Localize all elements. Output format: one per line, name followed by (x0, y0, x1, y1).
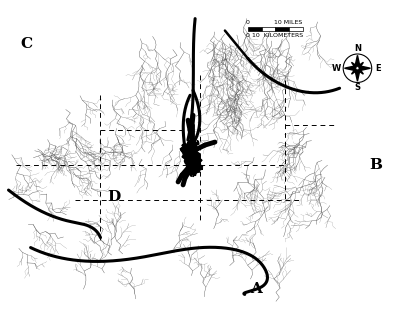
Polygon shape (356, 67, 364, 74)
Text: A: A (250, 282, 262, 296)
Polygon shape (355, 68, 360, 81)
Polygon shape (180, 140, 203, 177)
Circle shape (356, 67, 359, 70)
Polygon shape (352, 62, 358, 69)
Text: 10 MILES: 10 MILES (274, 20, 303, 25)
Polygon shape (352, 67, 358, 74)
Text: W: W (332, 64, 341, 73)
Polygon shape (358, 65, 370, 71)
Bar (248, 27, 262, 31)
Text: C: C (20, 37, 33, 51)
Text: 10  KILOMETERS: 10 KILOMETERS (252, 33, 303, 37)
Text: N: N (354, 44, 361, 53)
Text: E: E (375, 64, 381, 73)
Bar (262, 27, 275, 31)
Bar (289, 27, 303, 31)
Polygon shape (356, 62, 364, 69)
Text: 0: 0 (246, 20, 250, 25)
Polygon shape (355, 55, 360, 68)
Text: 0: 0 (246, 33, 250, 37)
Bar (275, 27, 289, 31)
Text: D: D (108, 190, 121, 204)
Polygon shape (344, 65, 358, 71)
Text: S: S (354, 83, 360, 92)
Text: B: B (369, 158, 382, 172)
